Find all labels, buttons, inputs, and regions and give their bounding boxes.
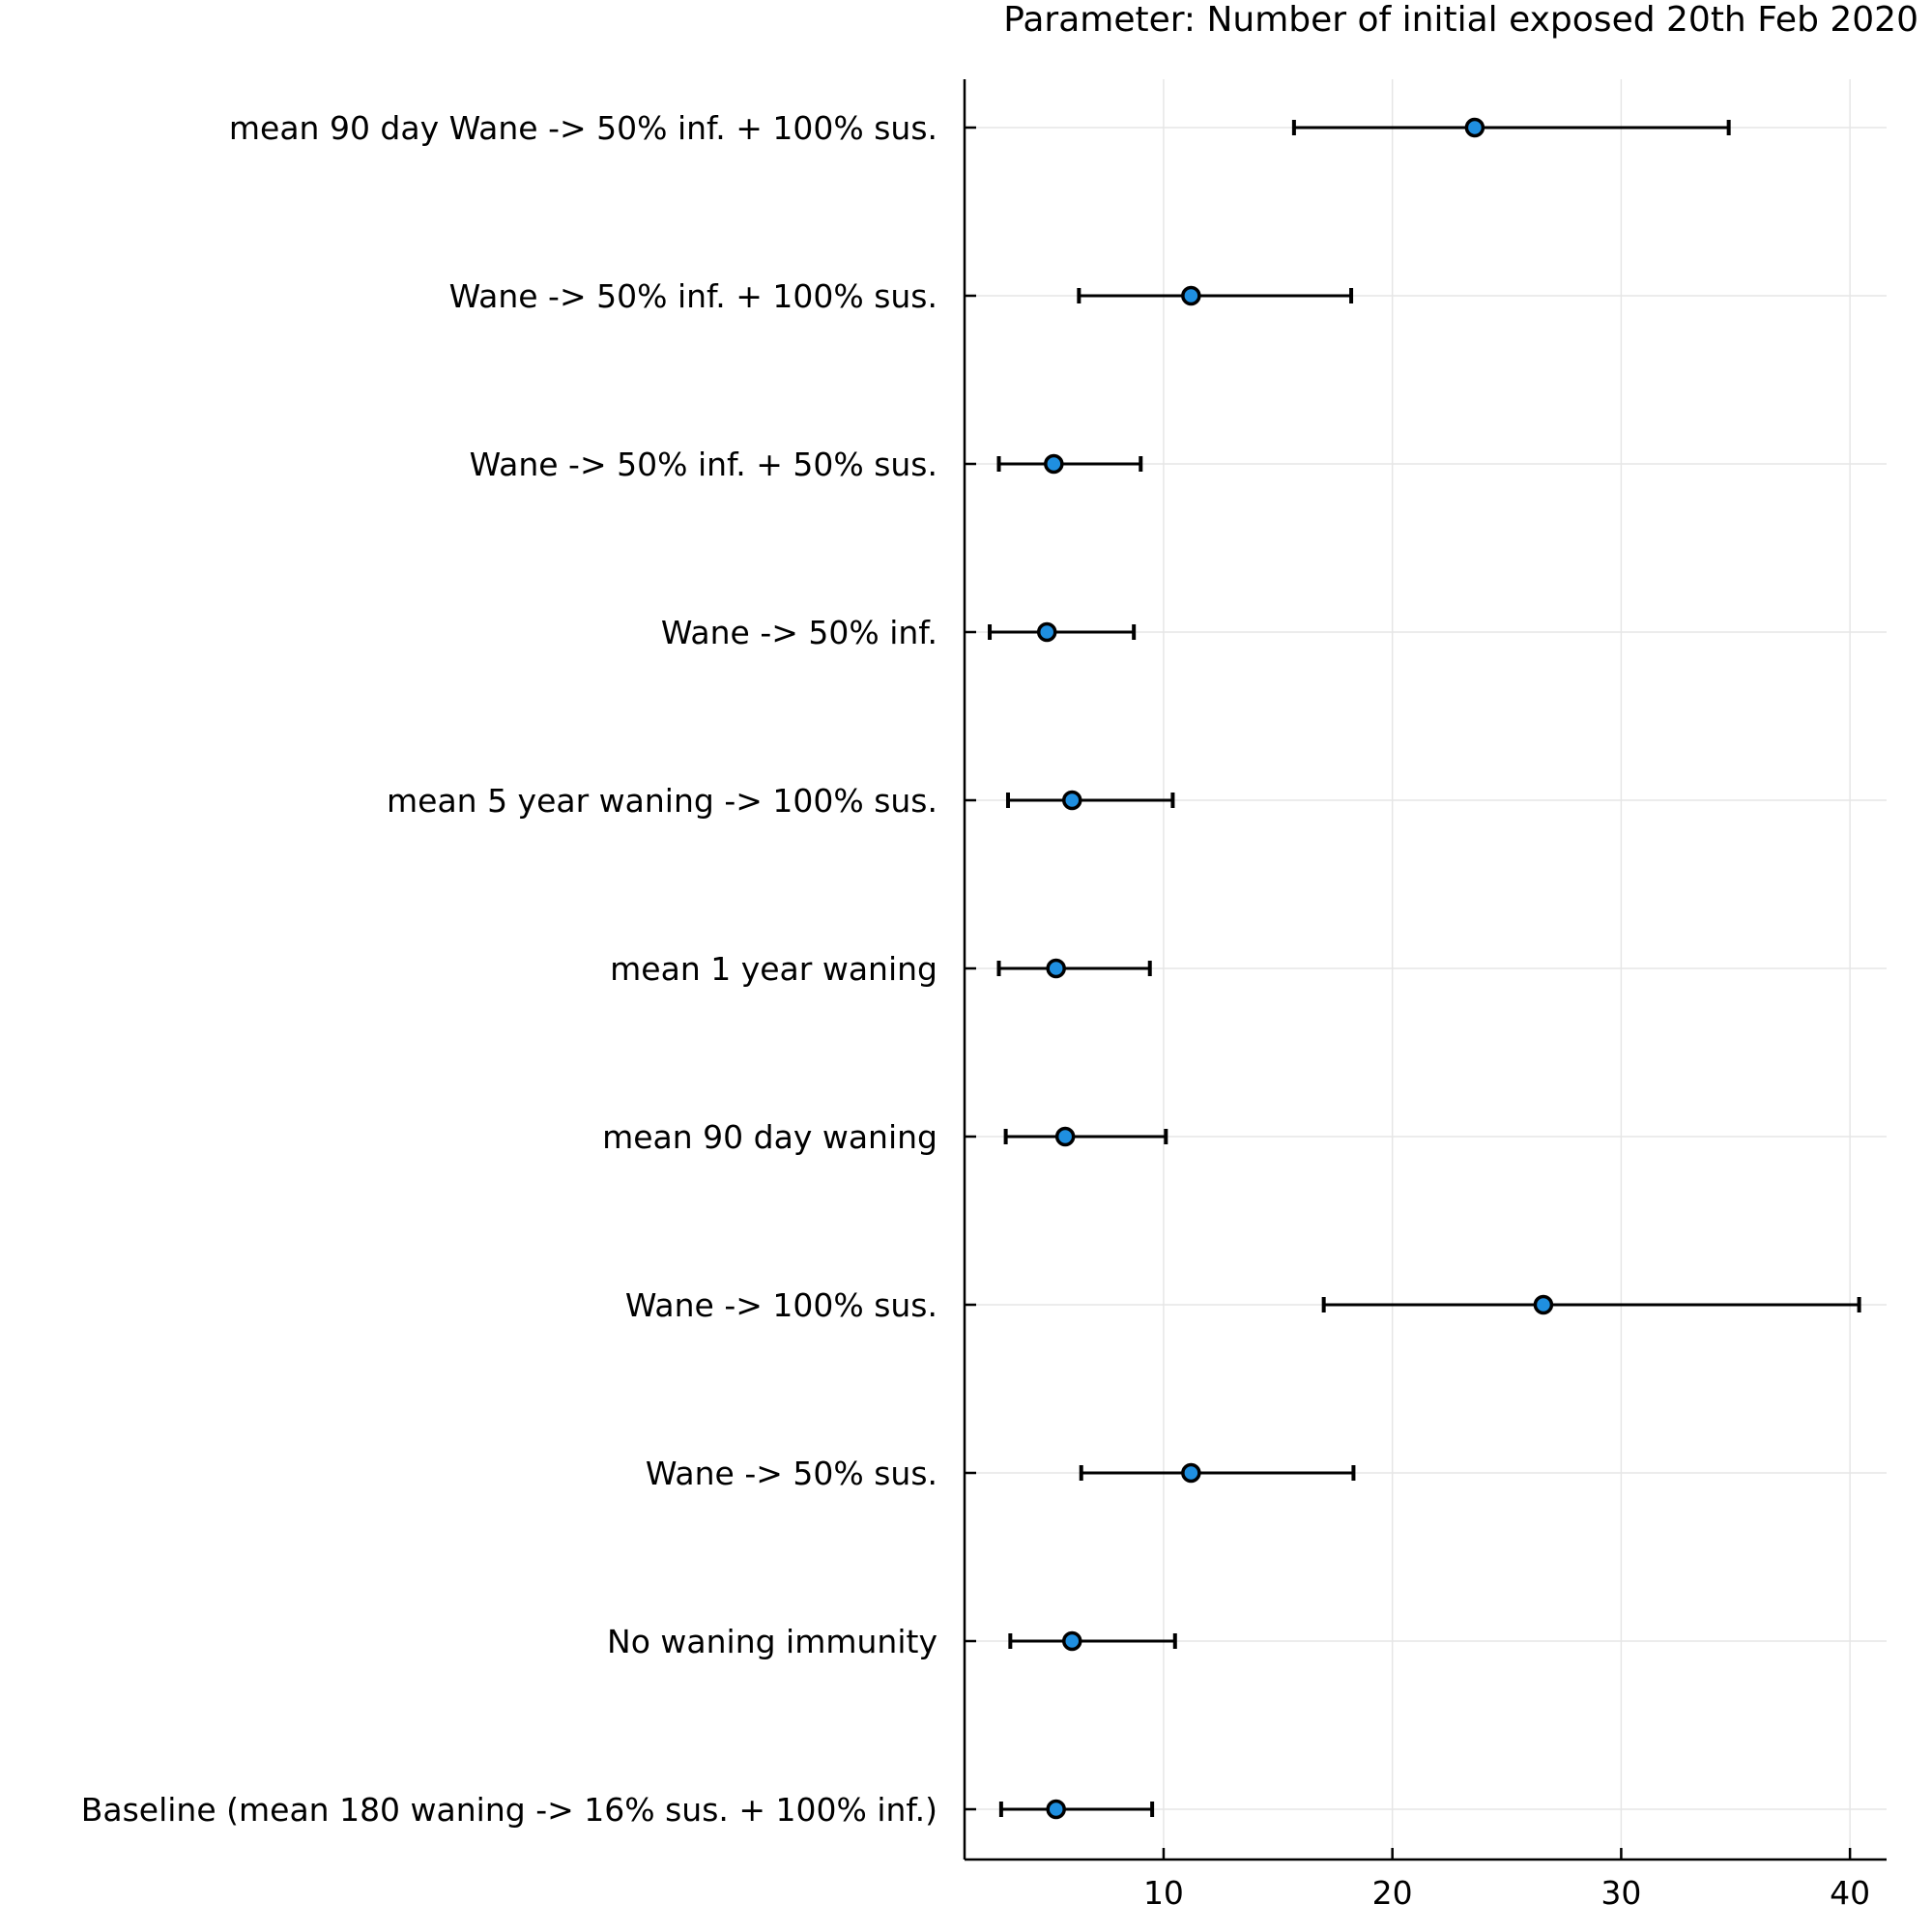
data-point [1046,1799,1066,1820]
labels-layer: 10 20 30 40 mean 90 day Wane -> 50% inf. + 1… [81,109,1870,1912]
category-label: Wane -> 50% inf. + 100% sus. [449,277,937,315]
category-label: Wane -> 50% inf. [661,614,937,651]
x-tick-label: 30 [1600,1874,1641,1912]
category-label: mean 1 year waning [610,950,937,988]
data-point [1044,453,1064,475]
category-label: Baseline (mean 180 waning -> 16% sus. + … [81,1791,937,1829]
category-label: Wane -> 100% sus. [625,1286,937,1324]
category-label: mean 90 day Wane -> 50% inf. + 100% sus. [229,109,937,147]
category-label: Wane -> 50% sus. [646,1455,937,1492]
data-point [1464,117,1485,138]
category-label: Wane -> 50% inf. + 50% sus. [470,446,937,483]
category-label: mean 5 year waning -> 100% sus. [387,782,937,820]
axes-layer [963,79,1887,1861]
data-point [1046,958,1066,979]
x-tick-label: 20 [1372,1874,1413,1912]
data-point [1181,1462,1201,1484]
data-point [1181,285,1201,306]
data-point [1054,1126,1076,1147]
data-point [1036,621,1057,643]
data-point [1533,1294,1554,1315]
x-tick-label: 40 [1830,1874,1870,1912]
x-tick-label: 10 [1143,1874,1184,1912]
data-point [1062,790,1082,811]
category-label: mean 90 day waning [602,1118,937,1156]
marks-layer [988,117,1861,1820]
data-point [1062,1630,1082,1652]
category-label: No waning immunity [607,1623,937,1660]
chart-title: Parameter: Number of initial exposed 20t… [1003,0,1918,40]
